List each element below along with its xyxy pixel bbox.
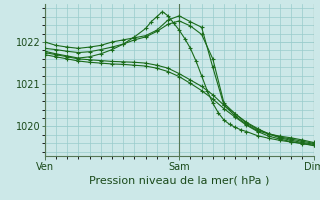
X-axis label: Pression niveau de la mer( hPa ): Pression niveau de la mer( hPa )	[89, 176, 269, 186]
